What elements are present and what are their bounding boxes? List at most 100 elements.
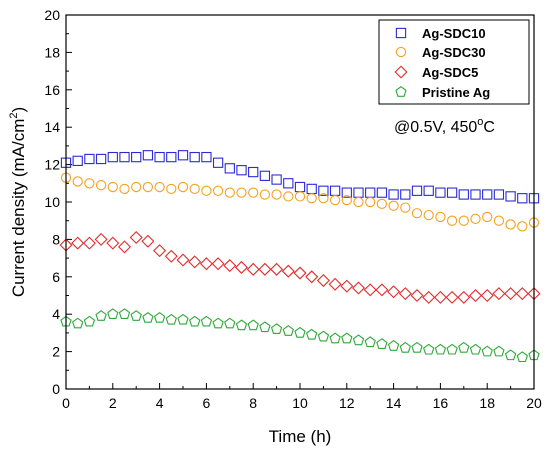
data-point-ag-sdc30 — [119, 183, 130, 195]
series-ag-sdc30 — [60, 172, 540, 232]
data-point-ag-sdc10 — [435, 187, 446, 198]
data-point-pristine-ag — [493, 345, 505, 357]
y-tick-label: 18 — [44, 44, 60, 60]
legend-entry-ag-sdc5: Ag-SDC5 — [394, 65, 478, 80]
legend-entry-ag-sdc30: Ag-SDC30 — [395, 45, 486, 60]
series-ag-sdc10 — [60, 150, 540, 204]
y-tick-label: 10 — [44, 194, 60, 210]
data-point-ag-sdc5 — [293, 266, 307, 280]
data-point-ag-sdc5 — [387, 285, 401, 299]
data-point-ag-sdc30 — [388, 200, 399, 211]
legend-label-ag-sdc5: Ag-SDC5 — [422, 65, 478, 80]
data-point-ag-sdc10 — [505, 191, 516, 202]
legend-marker-ag-sdc10 — [395, 27, 407, 39]
legend-marker-ag-sdc5 — [394, 65, 408, 79]
data-point-ag-sdc5 — [71, 236, 85, 250]
data-point-ag-sdc10 — [72, 155, 83, 167]
data-point-ag-sdc5 — [515, 287, 529, 301]
data-point-ag-sdc10 — [131, 151, 142, 163]
data-point-ag-sdc30 — [271, 189, 282, 200]
data-point-ag-sdc30 — [177, 181, 189, 193]
data-point-ag-sdc30 — [353, 196, 364, 208]
x-tick-label: 0 — [62, 395, 70, 411]
data-point-ag-sdc30 — [482, 211, 493, 223]
data-point-ag-sdc10 — [119, 151, 130, 163]
data-point-ag-sdc10 — [482, 189, 493, 200]
x-tick-label: 12 — [339, 395, 355, 411]
data-point-pristine-ag — [364, 336, 376, 348]
data-point-ag-sdc5 — [223, 259, 237, 273]
data-point-ag-sdc5 — [375, 283, 389, 297]
data-point-ag-sdc10 — [107, 151, 118, 163]
data-point-pristine-ag — [83, 315, 96, 327]
data-point-ag-sdc5 — [433, 290, 447, 304]
data-point-ag-sdc10 — [201, 151, 212, 163]
plot-frame — [65, 14, 535, 390]
x-axis-title: Time (h) — [269, 427, 332, 446]
data-point-ag-sdc30 — [84, 178, 95, 189]
data-point-ag-sdc10 — [95, 153, 107, 165]
data-point-ag-sdc5 — [328, 277, 342, 291]
data-point-ag-sdc30 — [259, 189, 271, 200]
data-point-ag-sdc5 — [270, 262, 284, 276]
data-point-pristine-ag — [235, 319, 248, 331]
legend-box — [378, 19, 530, 105]
data-point-ag-sdc10 — [400, 189, 411, 200]
data-point-pristine-ag — [107, 308, 119, 320]
y-tick-labels: 0 2 4 6 8 10 12 14 16 18 20 — [44, 7, 60, 397]
x-tick-label: 4 — [156, 395, 164, 411]
data-point-ag-sdc10 — [306, 183, 317, 195]
y-tick-label: 4 — [52, 306, 60, 322]
legend-label-pristine-ag: Pristine Ag — [422, 85, 490, 100]
data-point-pristine-ag — [95, 310, 107, 321]
data-point-ag-sdc30 — [376, 198, 388, 210]
data-point-pristine-ag — [329, 332, 341, 344]
data-point-ag-sdc30 — [411, 208, 423, 219]
data-point-ag-sdc30 — [283, 191, 294, 202]
data-point-ag-sdc30 — [423, 209, 434, 221]
data-point-pristine-ag — [282, 325, 294, 336]
data-point-pristine-ag — [247, 319, 259, 331]
x-tick-labels: 0 2 4 6 8 10 12 14 16 18 20 — [62, 395, 542, 411]
data-point-ag-sdc30 — [154, 181, 165, 193]
data-point-ag-sdc10 — [189, 151, 200, 163]
y-tick-label: 16 — [44, 82, 60, 98]
data-point-ag-sdc5 — [457, 290, 471, 304]
x-tick-label: 6 — [203, 395, 211, 411]
data-point-ag-sdc30 — [131, 181, 142, 193]
data-point-pristine-ag — [458, 341, 470, 353]
data-point-ag-sdc10 — [517, 193, 528, 204]
data-point-ag-sdc30 — [236, 187, 247, 198]
data-point-ag-sdc10 — [212, 157, 224, 168]
data-point-pristine-ag — [352, 334, 365, 346]
data-point-ag-sdc5 — [199, 257, 213, 271]
y-tick-label: 14 — [44, 119, 60, 135]
data-point-pristine-ag — [376, 338, 388, 349]
legend-marker-shape-ag-sdc10 — [395, 27, 407, 39]
data-point-ag-sdc10 — [236, 165, 247, 176]
data-point-pristine-ag — [177, 313, 189, 325]
data-point-ag-sdc30 — [435, 211, 446, 223]
data-point-ag-sdc30 — [505, 219, 516, 230]
data-point-ag-sdc10 — [470, 189, 481, 200]
data-point-ag-sdc5 — [351, 281, 366, 295]
data-point-ag-sdc10 — [411, 185, 423, 196]
data-point-ag-sdc5 — [164, 249, 178, 263]
data-point-pristine-ag — [165, 313, 177, 325]
data-point-pristine-ag — [212, 317, 224, 329]
y-axis-title-main: Current density (mA/cm — [9, 119, 28, 298]
data-point-ag-sdc30 — [493, 215, 505, 226]
data-point-ag-sdc5 — [422, 290, 436, 304]
data-point-ag-sdc10 — [388, 189, 399, 200]
legend-entry-ag-sdc10: Ag-SDC10 — [395, 26, 486, 41]
data-point-pristine-ag — [259, 321, 271, 333]
data-point-ag-sdc5 — [117, 240, 132, 254]
condition-annotation: @0.5V, 450oC — [394, 116, 495, 136]
data-point-ag-sdc30 — [400, 202, 411, 213]
data-point-ag-sdc10 — [493, 189, 505, 200]
data-point-pristine-ag — [142, 311, 154, 323]
data-point-ag-sdc5 — [480, 288, 494, 303]
data-point-ag-sdc5 — [492, 287, 506, 301]
data-point-ag-sdc10 — [341, 187, 352, 198]
data-point-ag-sdc30 — [189, 183, 200, 195]
